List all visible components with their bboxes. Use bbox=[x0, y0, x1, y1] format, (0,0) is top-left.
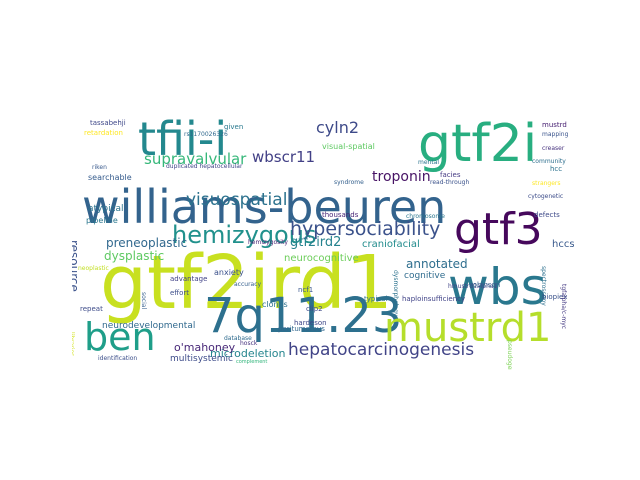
cloud-word: ben bbox=[84, 315, 156, 359]
cloud-word: wbs bbox=[448, 258, 547, 316]
cloud-word: robinson bbox=[470, 281, 501, 289]
cloud-word: accuracy bbox=[234, 281, 262, 288]
cloud-word: neurodevelopmental bbox=[102, 321, 196, 331]
cloud-word: duplicated hepatocellular bbox=[166, 163, 243, 170]
cloud-word: advantage bbox=[170, 275, 208, 283]
cloud-word: mustrd1 bbox=[384, 305, 552, 351]
cloud-word: hypersociability bbox=[290, 218, 441, 240]
cloud-word: complement bbox=[236, 359, 268, 365]
cloud-word: effort bbox=[170, 289, 190, 297]
cloud-word: neurocognitive bbox=[284, 253, 359, 264]
cloud-word: annotated bbox=[406, 257, 468, 271]
cloud-word: gtf3 bbox=[454, 204, 543, 255]
cloud-word: visual-spatial bbox=[322, 142, 375, 151]
cloud-word: given bbox=[224, 123, 244, 131]
cloud-word: mapping bbox=[542, 131, 569, 138]
cloud-word: tfii-i bbox=[138, 116, 228, 166]
cloud-word: dysmorphology bbox=[392, 270, 399, 317]
cloud-word: clones bbox=[262, 300, 288, 309]
cloud-word: cytogenetic bbox=[528, 193, 564, 200]
cloud-word: haploinsufficiency bbox=[402, 295, 466, 303]
cloud-word: hosck bbox=[240, 340, 258, 347]
cloud-word: gtf2i bbox=[418, 116, 538, 174]
cloud-word: hemizygosity bbox=[248, 239, 288, 246]
cloud-word: pseudogene bbox=[506, 340, 513, 370]
cloud-word: chromosome bbox=[406, 213, 445, 220]
cloud-word: 7q11.23 bbox=[204, 288, 403, 344]
cloud-word: visuospatial bbox=[186, 190, 288, 210]
cloud-word: libraries bbox=[72, 332, 75, 357]
cloud-word: syndrome bbox=[334, 179, 364, 186]
cloud-word: williams-beuren bbox=[82, 180, 447, 234]
cloud-word: dysplastic bbox=[104, 249, 165, 263]
cloud-word: strangers bbox=[532, 180, 561, 187]
cloud-word: ncf1 bbox=[298, 286, 314, 294]
cloud-word: gtf2ird2 bbox=[290, 235, 342, 250]
cloud-word: cognitive bbox=[404, 271, 446, 281]
cloud-word: repeat bbox=[80, 305, 103, 313]
cloud-word: o'mahoney bbox=[174, 341, 236, 354]
cloud-word: atypical bbox=[88, 204, 124, 214]
cloud-word: defects bbox=[534, 211, 560, 219]
cloud-word: hccs bbox=[552, 239, 574, 250]
cloud-word: hepatocarcinogenesis bbox=[288, 340, 475, 360]
cloud-word: preneoplastic bbox=[106, 236, 188, 250]
cloud-word: clip2 bbox=[306, 305, 323, 313]
cloud-word: thousands bbox=[322, 211, 359, 219]
cloud-word: cyln2 bbox=[316, 118, 360, 137]
cloud-word: troponin bbox=[372, 169, 431, 185]
cloud-word: facies bbox=[440, 171, 461, 179]
cloud-word: read-through bbox=[430, 179, 470, 186]
cloud-word: tassabehji bbox=[90, 119, 126, 127]
cloud-word: tgfalpha/c-myc bbox=[560, 284, 567, 330]
cloud-word: rs1170026326 bbox=[184, 131, 228, 138]
cloud-word: typical bbox=[364, 295, 388, 303]
cloud-word: pipeline bbox=[86, 216, 118, 225]
cloud-word: community bbox=[532, 158, 566, 165]
cloud-word: wbscr11 bbox=[252, 148, 316, 166]
cloud-word: craniofacial bbox=[362, 239, 420, 250]
cloud-word: hmustrd1alpha1 bbox=[448, 283, 498, 290]
cloud-word: anxiety bbox=[214, 268, 244, 277]
cloud-word: microdeletion bbox=[210, 347, 286, 360]
cloud-word: mental bbox=[418, 159, 440, 166]
cloud-word: retardation bbox=[84, 129, 123, 137]
cloud-word: riken bbox=[92, 164, 107, 171]
cloud-word: peritumorous bbox=[278, 325, 325, 333]
cloud-word: creaser bbox=[542, 145, 565, 152]
cloud-word: multisystemic bbox=[170, 354, 233, 364]
cloud-word: database bbox=[224, 335, 252, 342]
cloud-word: identification bbox=[98, 355, 138, 362]
cloud-word: hcc bbox=[550, 165, 563, 173]
cloud-word: mustrd bbox=[542, 121, 567, 129]
cloud-word: neoplastic bbox=[78, 265, 109, 272]
cloud-word: hardeson bbox=[294, 319, 327, 327]
cloud-word: searchable bbox=[88, 173, 132, 182]
cloud-word: hemizygous bbox=[172, 221, 317, 249]
cloud-word: supravalvular bbox=[144, 150, 247, 168]
cloud-word: biopiex bbox=[542, 293, 568, 301]
cloud-word: social bbox=[140, 292, 147, 310]
word-cloud: gtf2ird1 williams-beuren wbs 7q11.23 tfii-i g… bbox=[72, 116, 574, 370]
cloud-word: gtf2ird1 bbox=[100, 240, 393, 326]
